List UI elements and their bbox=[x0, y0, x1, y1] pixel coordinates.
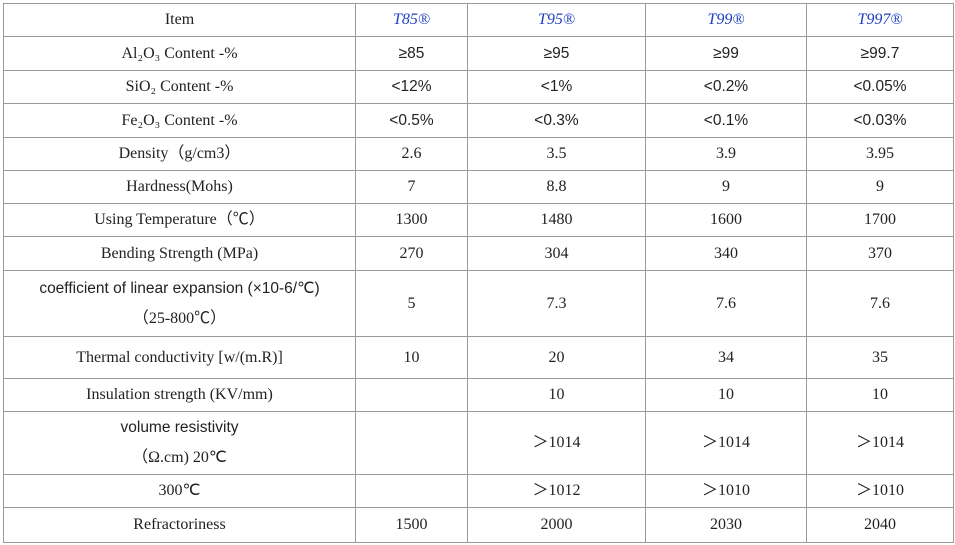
cell-line: coefficient of linear expansion (×10-6/℃… bbox=[39, 279, 320, 297]
table-cell: Al₂O₃ Content -% bbox=[3, 36, 356, 71]
table-cell: <0.03% bbox=[806, 103, 954, 138]
table-cell: <0.05% bbox=[806, 70, 954, 104]
table-cell: volume resistivity （Ω.cm) 20℃ bbox=[3, 411, 356, 475]
table-cell: 1300 bbox=[355, 203, 468, 237]
table-cell: T99® bbox=[645, 3, 807, 37]
table-cell: <12% bbox=[355, 70, 468, 104]
table-cell: 370 bbox=[806, 236, 954, 271]
table-row: Insulation strength (KV/mm) 10 10 10 bbox=[3, 378, 954, 412]
table-cell: 9 bbox=[806, 170, 954, 204]
table-cell: 1500 bbox=[355, 507, 468, 543]
table-cell: Refractoriness bbox=[3, 507, 356, 543]
table-cell: <0.2% bbox=[645, 70, 807, 104]
table-cell: 2.6 bbox=[355, 137, 468, 171]
table-row: Using Temperature（℃） 1300 1480 1600 1700 bbox=[3, 203, 954, 237]
table-row: Thermal conductivity [w/(m.R)] 10 20 34 35 bbox=[3, 336, 954, 379]
table-cell bbox=[355, 474, 468, 508]
table-cell: ≥85 bbox=[355, 36, 468, 71]
table-cell: Fe₂O₃ Content -% bbox=[3, 103, 356, 138]
table-cell: 10 bbox=[645, 378, 807, 412]
table-cell: ＞1010 bbox=[645, 474, 807, 508]
table-cell: ≥95 bbox=[467, 36, 646, 71]
table-cell: 270 bbox=[355, 236, 468, 271]
table-cell: ＞1012 bbox=[467, 474, 646, 508]
table-cell: 8.8 bbox=[467, 170, 646, 204]
table-cell: 10 bbox=[355, 336, 468, 379]
table-cell: SiO₂ Content -% bbox=[3, 70, 356, 104]
table-body: Item T85® T95® T99® T997® Al₂O₃ Content -% ≥85… bbox=[3, 3, 954, 543]
table-cell: coefficient of linear expansion (×10-6/℃… bbox=[3, 270, 356, 337]
table-cell: <0.5% bbox=[355, 103, 468, 138]
table-cell: Hardness(Mohs) bbox=[3, 170, 356, 204]
table-cell: <1% bbox=[467, 70, 646, 104]
table-cell: 3.95 bbox=[806, 137, 954, 171]
cell-line: （25-800℃） bbox=[132, 309, 227, 327]
table-cell: 2030 bbox=[645, 507, 807, 543]
table-cell: 9 bbox=[645, 170, 807, 204]
table-cell: Thermal conductivity [w/(m.R)] bbox=[3, 336, 356, 379]
table-cell: ＞1014 bbox=[806, 411, 954, 475]
table-cell: 300℃ bbox=[3, 474, 356, 508]
table-cell: 34 bbox=[645, 336, 807, 379]
table-cell bbox=[355, 411, 468, 475]
table-cell: 10 bbox=[806, 378, 954, 412]
table-cell: 5 bbox=[355, 270, 468, 337]
table-cell: 3.5 bbox=[467, 137, 646, 171]
table-cell: 304 bbox=[467, 236, 646, 271]
table-row: Refractoriness 1500 2000 2030 2040 bbox=[3, 507, 954, 543]
table-row: volume resistivity （Ω.cm) 20℃ ＞1014 ＞1014 ＞1… bbox=[3, 411, 954, 475]
table-cell: ＞1014 bbox=[645, 411, 807, 475]
table-cell: Insulation strength (KV/mm) bbox=[3, 378, 356, 412]
table-cell: <0.3% bbox=[467, 103, 646, 138]
table-cell: 20 bbox=[467, 336, 646, 379]
table-cell: Item bbox=[3, 3, 356, 37]
table-cell bbox=[355, 378, 468, 412]
table-cell: ＞1010 bbox=[806, 474, 954, 508]
table-row: Bending Strength (MPa) 270 304 340 370 bbox=[3, 236, 954, 271]
table-cell: Using Temperature（℃） bbox=[3, 203, 356, 237]
table-row: Density（g/cm3） 2.6 3.5 3.9 3.95 bbox=[3, 137, 954, 171]
table-cell: 7.6 bbox=[806, 270, 954, 337]
table-cell: T95® bbox=[467, 3, 646, 37]
cell-line: volume resistivity bbox=[120, 419, 239, 436]
table-cell: 2000 bbox=[467, 507, 646, 543]
table-cell: 340 bbox=[645, 236, 807, 271]
header-row: Item T85® T95® T99® T997® bbox=[3, 3, 954, 37]
table-cell: 1600 bbox=[645, 203, 807, 237]
table-row: Hardness(Mohs) 7 8.8 9 9 bbox=[3, 170, 954, 204]
table-row: coefficient of linear expansion (×10-6/℃… bbox=[3, 270, 954, 337]
table-cell: T85® bbox=[355, 3, 468, 37]
table-row: 300℃ ＞1012 ＞1010 ＞1010 bbox=[3, 474, 954, 508]
table-cell: T997® bbox=[806, 3, 954, 37]
table-cell: 7.6 bbox=[645, 270, 807, 337]
table-cell: 1700 bbox=[806, 203, 954, 237]
table-cell: 7 bbox=[355, 170, 468, 204]
table-cell: ≥99 bbox=[645, 36, 807, 71]
table-cell: 7.3 bbox=[467, 270, 646, 337]
table-row: SiO₂ Content -% <12% <1% <0.2% <0.05% bbox=[3, 70, 954, 104]
table-row: Al₂O₃ Content -% ≥85 ≥95 ≥99 ≥99.7 bbox=[3, 36, 954, 71]
table-cell: ＞1014 bbox=[467, 411, 646, 475]
table-row: Fe₂O₃ Content -% <0.5% <0.3% <0.1% <0.03% bbox=[3, 103, 954, 138]
table-cell: 10 bbox=[467, 378, 646, 412]
table-cell: 2040 bbox=[806, 507, 954, 543]
table-cell: <0.1% bbox=[645, 103, 807, 138]
table-cell: Bending Strength (MPa) bbox=[3, 236, 356, 271]
cell-line: （Ω.cm) 20℃ bbox=[132, 449, 227, 466]
table-cell: ≥99.7 bbox=[806, 36, 954, 71]
table-cell: Density（g/cm3） bbox=[3, 137, 356, 171]
table-cell: 3.9 bbox=[645, 137, 807, 171]
table-cell: 1480 bbox=[467, 203, 646, 237]
table-cell: 35 bbox=[806, 336, 954, 379]
spec-table: Item T85® T95® T99® T997® Al₂O₃ Content -% ≥85… bbox=[3, 3, 954, 543]
